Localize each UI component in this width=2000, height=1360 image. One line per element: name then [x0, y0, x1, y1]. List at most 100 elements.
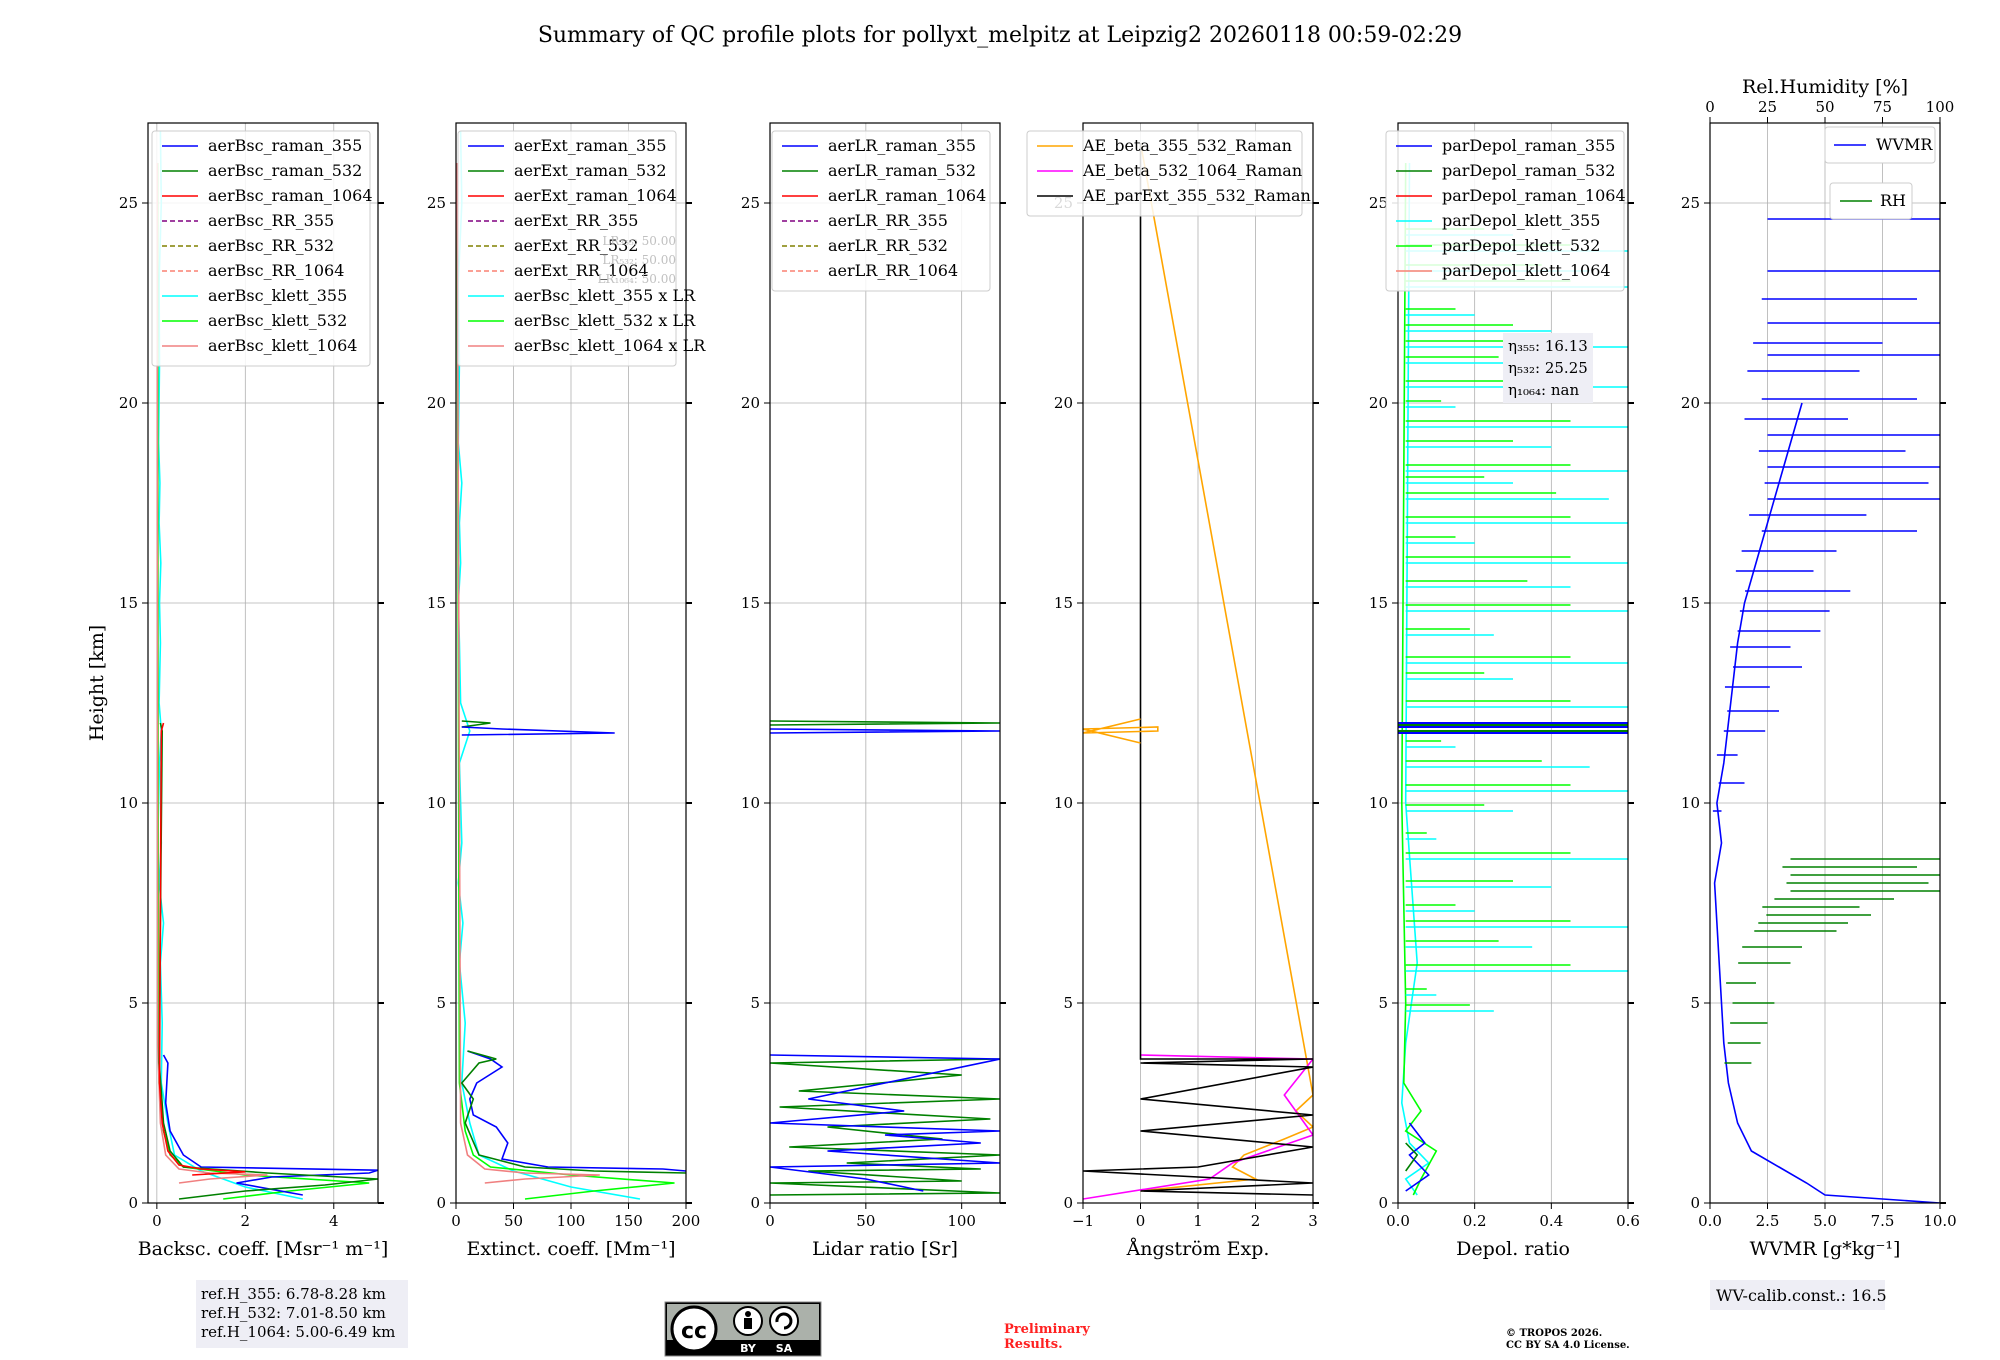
x-axis-label: Backsc. coeff. [Msr⁻¹ m⁻¹]	[138, 1238, 389, 1260]
plot-area	[156, 130, 378, 1200]
x-tick-label: 50	[504, 1212, 523, 1230]
y-tick-label: 5	[436, 994, 446, 1012]
wv-calib-label: WV-calib.const.: 16.5	[1716, 1286, 1887, 1305]
legend-label: aerLR_raman_1064	[828, 186, 986, 205]
legend-label: aerBsc_klett_1064	[208, 336, 357, 355]
y-tick-label: 10	[119, 794, 138, 812]
top-tick-label: 0	[1705, 98, 1715, 116]
x-tick-label: 2.5	[1756, 1212, 1780, 1230]
series-aerBsc_raman_355	[162, 1054, 378, 1196]
y-tick-label: 0	[750, 1194, 760, 1212]
y-tick-label: 10	[1054, 794, 1073, 812]
series-aerBsc_klett_1064	[156, 162, 268, 1184]
legend-wvmr: WVMR	[1824, 126, 1936, 164]
y-tick-label: 20	[1681, 394, 1700, 412]
legend-label: parDepol_klett_1064	[1442, 261, 1611, 280]
x-tick-label: 0	[152, 1212, 162, 1230]
preliminary-line2: Results.	[1004, 1337, 1063, 1352]
cc-text: cc	[681, 1319, 707, 1344]
lr-label: LR₅₃₂: 50.00	[602, 253, 676, 267]
x-tick-label: 0.2	[1463, 1212, 1487, 1230]
y-tick-label: 10	[427, 794, 446, 812]
series-aerBsc_klett_1064 x LR	[456, 162, 600, 1184]
y-tick-label: 5	[128, 994, 138, 1012]
copyright-line2: CC BY SA 4.0 License.	[1506, 1340, 1630, 1351]
legend-label: aerExt_RR_355	[514, 211, 638, 230]
legend-box	[151, 130, 371, 367]
legend: aerExt_raman_355 aerExt_raman_532 aerExt_r…	[457, 130, 706, 367]
series-parDepol_raman_355	[1405, 1122, 1430, 1192]
legend-label: aerBsc_raman_355	[208, 136, 362, 155]
axes-frame	[1397, 122, 1629, 1204]
lr-label: LR₁₀₆₄: 50.00	[598, 272, 676, 286]
eta-label: η₃₅₅: 16.13	[1508, 337, 1588, 355]
sa-text: SA	[776, 1342, 793, 1355]
x-tick-label: 10.0	[1923, 1212, 1956, 1230]
legend-box	[771, 130, 991, 292]
ref-height-1064: ref.H_1064: 5.00-6.49 km	[201, 1323, 395, 1341]
lr-label: LR₃₅₅: 50.00	[602, 234, 676, 248]
series-parDepol_klett_532	[1401, 162, 1438, 1196]
series-AE_beta_355_532_cloud	[1083, 718, 1159, 744]
wv-calib-box: WV-calib.const.: 16.5	[1710, 1280, 1887, 1310]
legend-label: aerExt_raman_532	[514, 161, 667, 180]
legend-label: AE_beta_532_1064_Raman	[1082, 161, 1302, 180]
y-tick-label: 15	[1681, 594, 1700, 612]
legend-label: aerLR_RR_532	[828, 236, 948, 255]
series-aerLR_raman_532	[770, 1058, 1000, 1196]
legend-box	[1385, 130, 1625, 292]
x-tick-label: 1	[1193, 1212, 1203, 1230]
y-tick-label: 20	[119, 394, 138, 412]
series-AE_parExt_355_532_Raman	[1083, 143, 1313, 1196]
legend-label: aerBsc_RR_532	[208, 236, 334, 255]
y-tick-label: 10	[741, 794, 760, 812]
plot-area	[1712, 218, 1940, 1203]
series-parDepol_raman_532	[1405, 1142, 1419, 1172]
x-tick-label: 0	[1136, 1212, 1146, 1230]
figure-title: Summary of QC profile plots for pollyxt_…	[538, 23, 1462, 48]
y-tick-label: 5	[1690, 994, 1700, 1012]
legend-box	[457, 130, 677, 367]
y-tick-label: 25	[119, 194, 138, 212]
y-tick-label: 25	[741, 194, 760, 212]
series-aerBsc_raman_1064	[158, 722, 246, 1176]
legend-label: aerBsc_raman_1064	[208, 186, 373, 205]
legend-label: aerBsc_klett_532	[208, 311, 347, 330]
y-tick-label: 0	[128, 1194, 138, 1212]
x-tick-label: 0.4	[1539, 1212, 1563, 1230]
y-tick-label: 25	[1369, 194, 1388, 212]
y-tick-label: 20	[1369, 394, 1388, 412]
ref-height-box: ref.H_355: 6.78-8.28 km ref.H_532: 7.01-…	[196, 1280, 408, 1348]
plot-area	[770, 720, 1000, 1196]
legend: aerBsc_raman_355 aerBsc_raman_532 aerBsc_r…	[151, 130, 373, 367]
legend-label: aerLR_raman_355	[828, 136, 976, 155]
x-tick-label: 0.0	[1698, 1212, 1722, 1230]
legend: parDepol_raman_355 parDepol_raman_532 parD…	[1385, 130, 1626, 292]
by-text: BY	[740, 1342, 757, 1355]
top-tick-label: 75	[1873, 98, 1892, 116]
panel-lr: 0 5 10 15 20 25 0 50 100 Lidar ratio [Sr] aerLR_ra…	[741, 122, 1006, 1260]
legend-label: aerExt_RR_532	[514, 236, 638, 255]
x-tick-label: 0	[451, 1212, 461, 1230]
top-tick-label: 100	[1926, 98, 1955, 116]
y-tick-label: 0	[1063, 1194, 1073, 1212]
series-aerLR_raman_532_cloud	[770, 720, 1000, 726]
x-axis-label: Lidar ratio [Sr]	[812, 1238, 958, 1260]
legend-label: aerBsc_raman_532	[208, 161, 362, 180]
copyright-line1: © TROPOS 2026.	[1506, 1328, 1602, 1339]
legend-box	[1026, 130, 1303, 217]
series-AE_beta_532_1064_Raman	[1083, 1054, 1313, 1200]
cc-license-badge: cc BY SA	[664, 1301, 822, 1357]
top-tick-label: 25	[1758, 98, 1777, 116]
legend-label: parDepol_raman_1064	[1442, 186, 1626, 205]
y-tick-label: 15	[119, 594, 138, 612]
x-tick-label: 200	[672, 1212, 701, 1230]
legend: AE_beta_355_532_Raman AE_beta_532_1064_Ra…	[1026, 130, 1311, 217]
series-aerBsc_klett_532 x LR	[456, 162, 675, 1200]
x-tick-label: 0.6	[1616, 1212, 1640, 1230]
series-WVMR	[1713, 402, 1940, 1203]
y-tick-label: 15	[741, 594, 760, 612]
x-axis-label: Depol. ratio	[1456, 1238, 1570, 1260]
